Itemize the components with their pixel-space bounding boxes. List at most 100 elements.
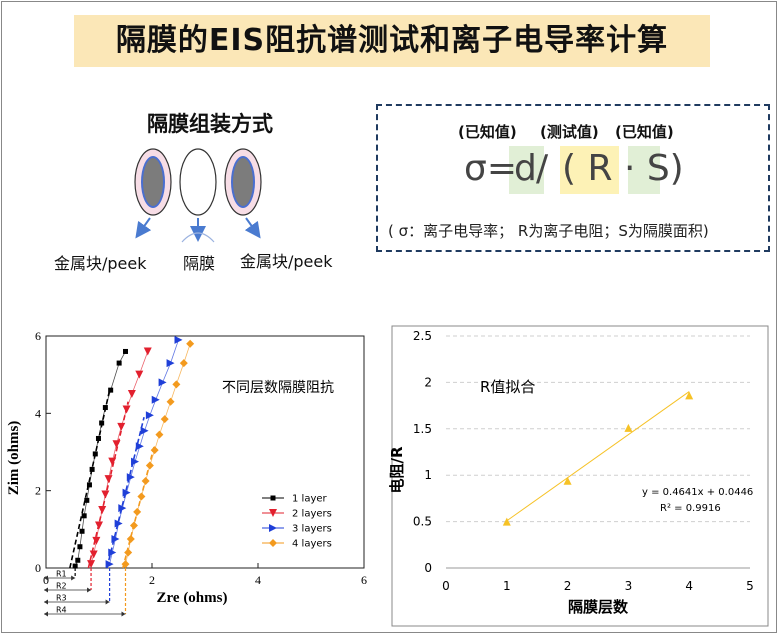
eis-point	[104, 475, 113, 484]
eis-x-tick-label: 0	[43, 573, 49, 587]
eis-xlabel: Zre (ohms)	[157, 590, 228, 606]
assembly-diagram	[134, 148, 262, 243]
eis-fit-line	[69, 389, 111, 569]
eis-r-label: R1	[56, 570, 67, 579]
eis-point	[145, 461, 154, 470]
eis-r-arrow-right	[87, 587, 92, 593]
fit-trendline	[506, 391, 690, 522]
fit-x-tick-label: 5	[746, 579, 754, 593]
eis-r-arrow-right	[121, 611, 126, 617]
eis-y-tick-label: 2	[35, 484, 41, 498]
eis-series-line	[125, 343, 191, 565]
eis-point	[135, 442, 144, 451]
fit-chart: 0 0.5 1 1.5 2 2.5 0 1 2 3 4 5 R值拟合 y = 0.4641x + 0.…	[388, 325, 769, 627]
fit-point	[685, 391, 694, 400]
label-metal-right: 金属块/peek	[240, 252, 333, 271]
eis-point	[95, 521, 103, 530]
eis-x-tick-label: 6	[361, 573, 367, 587]
fit-r2: R² = 0.9916	[660, 503, 721, 514]
eis-point	[129, 521, 138, 530]
eis-r-arrow-left	[44, 575, 48, 581]
eis-r-label: R2	[56, 582, 67, 591]
eis-fit-line	[106, 417, 145, 569]
eis-point	[108, 548, 117, 557]
eis-point	[151, 395, 160, 404]
formula-d: d	[514, 148, 537, 189]
label-known-1: (已知值)	[458, 123, 517, 141]
eis-point	[99, 420, 105, 426]
eis-legend-marker	[269, 509, 277, 517]
page-title: 隔膜的EIS阻抗谱测试和离子电导率计算	[115, 23, 669, 58]
eis-point	[155, 430, 164, 439]
eis-point	[121, 560, 130, 569]
eis-series-line	[109, 339, 179, 565]
formula-note: ( σ：离子电导率； R为离子电阻；S为隔膜面积)	[388, 222, 709, 240]
eis-point	[72, 563, 78, 569]
fit-x-tick-label: 2	[564, 579, 572, 593]
fit-x-tick-label: 3	[625, 579, 633, 593]
eis-legend-marker	[270, 495, 276, 501]
fit-annotation: R值拟合	[480, 378, 535, 396]
eis-point	[122, 405, 131, 414]
eis-point	[166, 397, 175, 406]
fit-y-tick-label: 0	[424, 561, 432, 575]
eis-ylabel: Zim (ohms)	[6, 421, 22, 496]
eis-point	[145, 411, 154, 420]
eis-point	[186, 339, 195, 348]
fit-ylabel: 电阻/R	[388, 446, 406, 493]
eis-point	[160, 415, 169, 424]
eis-point	[89, 466, 95, 472]
eis-point	[114, 519, 123, 528]
highlight-r	[560, 146, 619, 194]
eis-point	[158, 378, 167, 387]
eis-point	[116, 360, 122, 366]
eis-point	[102, 405, 108, 411]
eis-point	[137, 492, 146, 501]
eis-point	[112, 440, 121, 449]
formula-sigma: σ=	[464, 148, 517, 189]
eis-point	[111, 535, 120, 543]
highlight-d	[509, 146, 544, 194]
title-band	[74, 15, 710, 67]
eis-point	[117, 422, 126, 431]
eis-legend-label: 3 layers	[292, 524, 332, 535]
eis-point	[122, 488, 131, 497]
eis-chart: 0 2 4 6 0 2 4 6 R1 R2 R3 R4 不同层数隔膜阻抗 Zre (ohms) Zi…	[6, 329, 367, 617]
fit-chart-border	[391, 325, 769, 627]
fit-x-tick-label: 0	[442, 579, 450, 593]
fit-y-tick-label: 2	[424, 375, 432, 389]
eis-y-tick-label: 6	[35, 329, 41, 343]
eis-point	[179, 359, 188, 368]
eis-point	[108, 387, 114, 393]
eis-point	[92, 451, 98, 457]
eis-point	[133, 507, 142, 516]
eis-point	[126, 535, 135, 543]
label-tested: (测试值)	[540, 123, 599, 141]
eis-point	[79, 528, 85, 534]
eis-point	[108, 457, 117, 466]
eis-r-arrow-left	[44, 599, 48, 605]
highlight-s	[628, 146, 660, 194]
eis-plot-frame	[45, 335, 365, 569]
eis-point	[118, 504, 127, 513]
eis-point	[84, 497, 90, 503]
metal-block-right	[224, 148, 262, 216]
eis-legend-label: 1 layer	[292, 494, 328, 505]
eis-legend-marker	[269, 524, 277, 532]
fit-x-tick-label: 1	[503, 579, 511, 593]
eis-point	[89, 550, 98, 559]
separator-membrane	[179, 148, 217, 216]
fit-y-tick-label: 1	[424, 468, 432, 482]
fit-point	[502, 517, 511, 526]
label-metal-left: 金属块/peek	[54, 254, 147, 273]
eis-point	[172, 380, 181, 389]
metal-block-left	[134, 148, 172, 216]
eis-point	[87, 560, 96, 569]
eis-point	[98, 506, 107, 514]
eis-point	[101, 490, 110, 499]
eis-point	[140, 426, 149, 435]
fit-y-tick-label: 0.5	[413, 515, 432, 529]
eis-legend-label: 4 layers	[292, 539, 332, 550]
formula-rs: ( R · S)	[562, 148, 684, 189]
eis-x-tick-label: 4	[255, 573, 261, 587]
